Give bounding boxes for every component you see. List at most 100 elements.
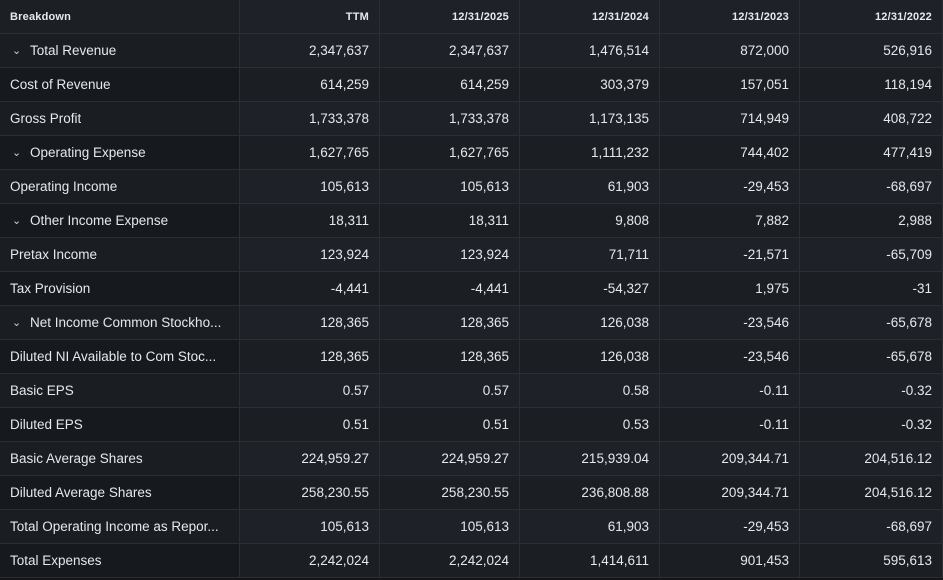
row-label-text: Basic Average Shares — [10, 451, 143, 466]
row-label: Pretax Income — [0, 238, 240, 272]
row-label[interactable]: ⌄ Total Revenue — [0, 34, 240, 68]
value-cell: 0.57 — [240, 374, 380, 408]
header-col-2022[interactable]: 12/31/2022 — [800, 0, 943, 34]
chevron-down-icon[interactable]: ⌄ — [12, 317, 22, 329]
row-label-text: Operating Income — [10, 179, 118, 194]
value-cell: -54,327 — [520, 272, 660, 306]
value-cell: 126,038 — [520, 306, 660, 340]
value-cell: 872,000 — [660, 34, 800, 68]
value-cell: 157,051 — [660, 68, 800, 102]
value-cell: 128,365 — [380, 306, 520, 340]
value-cell: -68,697 — [800, 510, 943, 544]
value-cell: 2,347,637 — [240, 34, 380, 68]
value-cell: 0.51 — [240, 408, 380, 442]
value-cell: 0.51 — [380, 408, 520, 442]
value-cell: -65,709 — [800, 238, 943, 272]
value-cell: 477,419 — [800, 136, 943, 170]
row-label-text: Basic EPS — [10, 383, 74, 398]
value-cell: -4,441 — [240, 272, 380, 306]
value-cell: 209,344.71 — [660, 442, 800, 476]
header-col-2023[interactable]: 12/31/2023 — [660, 0, 800, 34]
value-cell: 224,959.27 — [380, 442, 520, 476]
row-label-text: Other Income Expense — [30, 213, 169, 228]
value-cell: 128,365 — [380, 340, 520, 374]
value-cell: 236,808.88 — [520, 476, 660, 510]
value-cell: 18,311 — [240, 204, 380, 238]
chevron-down-icon[interactable]: ⌄ — [12, 147, 22, 159]
value-cell: -29,453 — [660, 170, 800, 204]
row-label: Basic Average Shares — [0, 442, 240, 476]
value-cell: 258,230.55 — [380, 476, 520, 510]
row-label-text: Tax Provision — [10, 281, 91, 296]
value-cell: 1,975 — [660, 272, 800, 306]
header-col-2025[interactable]: 12/31/2025 — [380, 0, 520, 34]
row-label-text: Total Operating Income as Repor... — [10, 519, 219, 534]
value-cell: 0.53 — [520, 408, 660, 442]
value-cell: 126,038 — [520, 340, 660, 374]
value-cell: 1,733,378 — [380, 102, 520, 136]
value-cell: 1,476,514 — [520, 34, 660, 68]
value-cell: 2,242,024 — [380, 544, 520, 578]
value-cell: 105,613 — [240, 510, 380, 544]
value-cell: 1,173,135 — [520, 102, 660, 136]
value-cell: 71,711 — [520, 238, 660, 272]
value-cell: -4,441 — [380, 272, 520, 306]
value-cell: 1,414,611 — [520, 544, 660, 578]
row-label: Gross Profit — [0, 102, 240, 136]
value-cell: 0.58 — [520, 374, 660, 408]
value-cell: 0.57 — [380, 374, 520, 408]
header-col-2024[interactable]: 12/31/2024 — [520, 0, 660, 34]
value-cell: -23,546 — [660, 306, 800, 340]
value-cell: 614,259 — [240, 68, 380, 102]
value-cell: 614,259 — [380, 68, 520, 102]
value-cell: -23,546 — [660, 340, 800, 374]
value-cell: 209,344.71 — [660, 476, 800, 510]
value-cell: 9,808 — [520, 204, 660, 238]
value-cell: 595,613 — [800, 544, 943, 578]
row-label: Operating Income — [0, 170, 240, 204]
value-cell: 901,453 — [660, 544, 800, 578]
value-cell: 123,924 — [380, 238, 520, 272]
value-cell: -0.11 — [660, 408, 800, 442]
row-label[interactable]: ⌄ Net Income Common Stockho... — [0, 306, 240, 340]
header-col-ttm[interactable]: TTM — [240, 0, 380, 34]
value-cell: 526,916 — [800, 34, 943, 68]
value-cell: 204,516.12 — [800, 476, 943, 510]
value-cell: 105,613 — [380, 170, 520, 204]
row-label-text: Diluted EPS — [10, 417, 83, 432]
row-label: Total Expenses — [0, 544, 240, 578]
value-cell: -0.11 — [660, 374, 800, 408]
value-cell: -0.32 — [800, 408, 943, 442]
value-cell: 61,903 — [520, 170, 660, 204]
value-cell: 224,959.27 — [240, 442, 380, 476]
value-cell: 258,230.55 — [240, 476, 380, 510]
row-label-text: Diluted Average Shares — [10, 485, 152, 500]
value-cell: 2,347,637 — [380, 34, 520, 68]
value-cell: 2,988 — [800, 204, 943, 238]
row-label-text: Net Income Common Stockho... — [30, 315, 222, 330]
value-cell: 408,722 — [800, 102, 943, 136]
value-cell: 61,903 — [520, 510, 660, 544]
value-cell: 123,924 — [240, 238, 380, 272]
row-label: Total Operating Income as Repor... — [0, 510, 240, 544]
value-cell: 18,311 — [380, 204, 520, 238]
value-cell: 105,613 — [380, 510, 520, 544]
value-cell: -0.32 — [800, 374, 943, 408]
value-cell: 1,627,765 — [240, 136, 380, 170]
value-cell: 7,882 — [660, 204, 800, 238]
value-cell: -29,453 — [660, 510, 800, 544]
value-cell: 118,194 — [800, 68, 943, 102]
value-cell: -21,571 — [660, 238, 800, 272]
row-label[interactable]: ⌄ Other Income Expense — [0, 204, 240, 238]
chevron-down-icon[interactable]: ⌄ — [12, 45, 22, 57]
value-cell: 303,379 — [520, 68, 660, 102]
value-cell: 744,402 — [660, 136, 800, 170]
row-label-text: Pretax Income — [10, 247, 98, 262]
row-label: Diluted Average Shares — [0, 476, 240, 510]
value-cell: -65,678 — [800, 340, 943, 374]
row-label[interactable]: ⌄ Operating Expense — [0, 136, 240, 170]
chevron-down-icon[interactable]: ⌄ — [12, 215, 22, 227]
value-cell: 714,949 — [660, 102, 800, 136]
header-breakdown: Breakdown — [0, 0, 240, 34]
